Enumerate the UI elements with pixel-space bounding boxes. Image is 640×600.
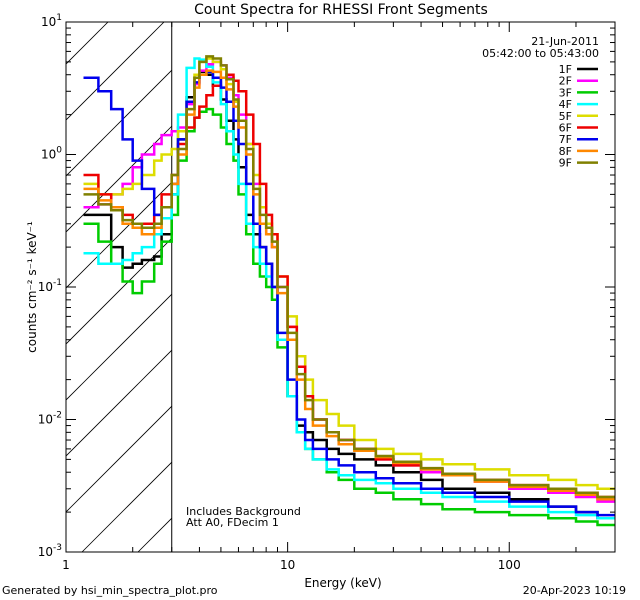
hatch-line (66, 237, 172, 345)
legend-label-1F: 1F (559, 63, 572, 76)
x-tick-labels: 1 10 100 (62, 558, 521, 572)
hatch-line (586, 0, 640, 552)
x-axis-label: Energy (keV) (304, 576, 381, 590)
annotation-background: Includes Background (186, 505, 301, 518)
y-tick-label: 100 (41, 146, 62, 162)
hatch-line (81, 461, 172, 552)
plot-frame (65, 21, 616, 553)
date-label: 21-Jun-2011 (531, 35, 599, 48)
footer-generated: Generated by hsi_min_spectra_plot.pro (2, 584, 218, 597)
annotation-attenuator: Att A0, FDecim 1 (186, 516, 279, 529)
hatch-line (418, 0, 640, 552)
threshold-hatch (66, 0, 640, 552)
legend-label-4F: 4F (559, 98, 572, 111)
hatch-line (250, 0, 640, 552)
series-3F (83, 107, 615, 527)
y-tick-labels: 101 100 10-1 10-2 10-3 (38, 13, 63, 559)
chart-title: Count Spectra for RHESSI Front Segments (194, 2, 488, 18)
hatch-line (530, 0, 640, 552)
footer-timestamp: 20-Apr-2023 10:19 (523, 584, 626, 597)
x-tick-label: 1 (62, 558, 70, 572)
legend-label-2F: 2F (559, 75, 572, 88)
x-tick-label: 10 (280, 558, 295, 572)
y-axis-label: counts cm⁻² s⁻¹ keV⁻¹ (25, 221, 39, 353)
series-9F (83, 55, 615, 499)
series-layer (83, 55, 615, 527)
hatch-line (66, 125, 172, 233)
y-tick-label: 10-2 (38, 411, 62, 427)
hatch-line (66, 69, 172, 177)
series-5F (83, 57, 615, 491)
time-range-label: 05:42:00 to 05:43:00 (482, 47, 599, 60)
hatch-line (66, 405, 172, 513)
x-tick-label: 100 (498, 558, 521, 572)
hatch-line (306, 0, 640, 552)
series-7F (83, 70, 615, 517)
hatch-line (66, 349, 172, 457)
legend-label-8F: 8F (559, 145, 572, 158)
y-tick-label: 10-3 (38, 543, 62, 559)
axis-ticks (65, 21, 616, 553)
hatch-line (66, 22, 165, 121)
legend-label-3F: 3F (559, 86, 572, 99)
legend-label-5F: 5F (559, 110, 572, 123)
hatch-line (66, 22, 109, 65)
series-2F (83, 60, 615, 503)
y-tick-label: 101 (41, 13, 62, 29)
series-1F (83, 70, 615, 520)
hatch-line (66, 181, 172, 289)
legend-label-9F: 9F (559, 157, 572, 170)
y-tick-label: 10-1 (38, 278, 62, 294)
legend-label-6F: 6F (559, 122, 572, 135)
series-6F (83, 73, 615, 499)
legend-label-7F: 7F (559, 133, 572, 146)
series-4F (83, 57, 615, 520)
